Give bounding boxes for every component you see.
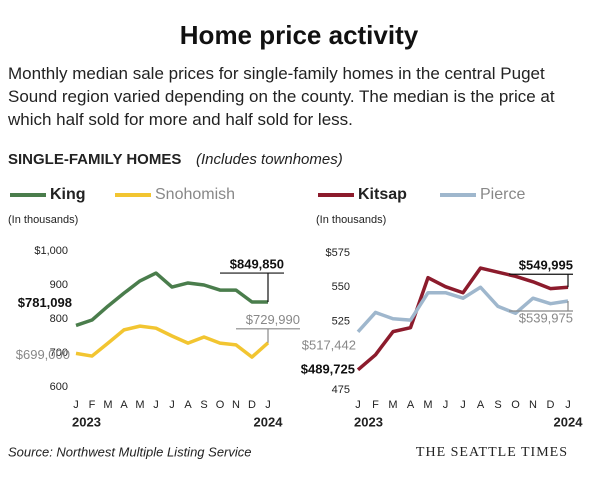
year-label: 2023 — [354, 414, 383, 429]
y-tick-label: 800 — [50, 313, 68, 325]
subtitle: Monthly median sale prices for single-fa… — [8, 64, 555, 129]
x-tick-label: M — [103, 399, 112, 411]
title: Home price activity — [179, 20, 419, 50]
data-label: $517,442 — [302, 337, 356, 352]
y-tick-label: 600 — [50, 381, 68, 393]
x-tick-label: J — [73, 399, 79, 411]
x-tick-label: F — [372, 399, 379, 411]
x-tick-label: M — [423, 399, 432, 411]
year-label: 2024 — [254, 414, 284, 429]
legend-label: Pierce — [480, 186, 525, 203]
y-tick-label: $575 — [326, 247, 350, 259]
data-label: $781,098 — [18, 295, 72, 310]
x-tick-label: J — [460, 399, 466, 411]
y-tick-label: 700 — [50, 347, 68, 359]
legend-label: Snohomish — [155, 186, 235, 203]
x-tick-label: J — [565, 399, 571, 411]
data-label: $549,995 — [519, 258, 573, 273]
x-tick-label: M — [388, 399, 397, 411]
y-tick-label: 900 — [50, 279, 68, 291]
x-tick-label: A — [407, 399, 415, 411]
x-tick-label: J — [355, 399, 361, 411]
x-tick-label: D — [248, 399, 256, 411]
x-tick-label: A — [184, 399, 192, 411]
legend-label: Kitsap — [358, 186, 407, 203]
x-tick-label: N — [232, 399, 240, 411]
x-tick-label: F — [89, 399, 96, 411]
data-label: $699,000 — [16, 347, 70, 362]
x-tick-label: A — [120, 399, 128, 411]
data-label: $489,725 — [301, 361, 355, 376]
y-tick-label: 550 — [332, 281, 350, 293]
x-tick-label: J — [169, 399, 175, 411]
x-tick-label: S — [200, 399, 207, 411]
x-tick-label: M — [135, 399, 144, 411]
series-line — [356, 266, 569, 372]
data-label: $729,990 — [246, 312, 300, 327]
section-title: SINGLE-FAMILY HOMES — [8, 151, 181, 168]
credit: THE SEATTLE TIMES — [416, 445, 568, 460]
x-tick-label: O — [511, 399, 520, 411]
x-tick-label: J — [153, 399, 159, 411]
series-line — [356, 285, 569, 334]
y-tick-label: 475 — [332, 384, 350, 396]
x-tick-label: D — [547, 399, 555, 411]
x-tick-label: S — [494, 399, 501, 411]
source: Source: Northwest Multiple Listing Servi… — [8, 444, 252, 459]
y-tick-label: 525 — [332, 315, 350, 327]
x-tick-label: A — [477, 399, 485, 411]
x-tick-label: O — [216, 399, 225, 411]
y-axis-label: (In thousands) — [8, 214, 78, 226]
y-tick-label: $1,000 — [34, 245, 68, 257]
y-axis-label: (In thousands) — [316, 214, 386, 226]
x-tick-label: N — [529, 399, 537, 411]
year-label: 2024 — [554, 414, 584, 429]
series-line — [75, 271, 269, 328]
year-label: 2023 — [72, 414, 101, 429]
section-note: (Includes townhomes) — [196, 151, 343, 168]
data-label: $539,975 — [519, 310, 573, 325]
x-tick-label: J — [443, 399, 449, 411]
series-line — [75, 324, 270, 359]
data-label: $849,850 — [230, 256, 284, 271]
x-tick-label: J — [265, 399, 271, 411]
legend-label: King — [50, 186, 86, 203]
